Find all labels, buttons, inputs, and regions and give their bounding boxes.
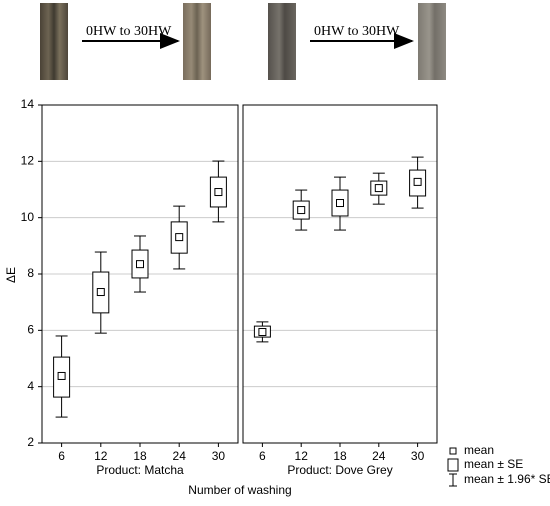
legend-se-icon	[447, 458, 459, 472]
mean-marker	[297, 206, 306, 215]
y-axis-label: ΔE	[4, 267, 18, 283]
swatch	[418, 3, 446, 80]
x-tick-label: 24	[173, 449, 187, 463]
y-tick-label: 4	[27, 379, 34, 393]
legend-label: mean ± 1.96* SE	[464, 472, 550, 486]
x-tick-label: 12	[94, 449, 108, 463]
y-tick-label: 12	[21, 154, 35, 168]
x-tick-label: 6	[259, 449, 266, 463]
mean-marker	[258, 328, 267, 337]
mean-marker	[57, 371, 66, 380]
swatch	[268, 3, 296, 80]
mean-marker	[96, 288, 105, 297]
mean-marker	[136, 260, 144, 269]
panel-title: Product: Dove Grey	[287, 463, 392, 477]
x-tick-label: 18	[133, 449, 147, 463]
mean-marker	[175, 233, 184, 242]
y-tick-label: 8	[27, 266, 34, 280]
swatch	[183, 3, 211, 80]
arrow-label: 0HW to 30HW	[314, 24, 400, 39]
y-tick-label: 14	[21, 97, 35, 111]
legend-mean-icon	[449, 447, 457, 455]
arrow-label: 0HW to 30HW	[86, 24, 172, 39]
x-tick-label: 30	[212, 449, 226, 463]
legend-label: mean	[464, 443, 494, 457]
y-tick-label: 10	[21, 210, 35, 224]
x-tick-label: 6	[58, 449, 65, 463]
mean-marker	[374, 184, 383, 193]
mean-marker	[336, 199, 344, 208]
y-tick-label: 2	[27, 435, 34, 449]
legend-label: mean ± SE	[464, 457, 523, 471]
swatch	[40, 3, 68, 80]
panel-title: Product: Matcha	[96, 463, 184, 477]
x-tick-label: 12	[295, 449, 309, 463]
x-tick-label: 18	[333, 449, 347, 463]
mean-marker	[413, 177, 422, 186]
y-tick-label: 6	[27, 323, 34, 337]
x-tick-label: 30	[411, 449, 425, 463]
x-axis-label: Number of washing	[188, 483, 291, 497]
mean-marker	[214, 188, 223, 197]
x-tick-label: 24	[372, 449, 386, 463]
